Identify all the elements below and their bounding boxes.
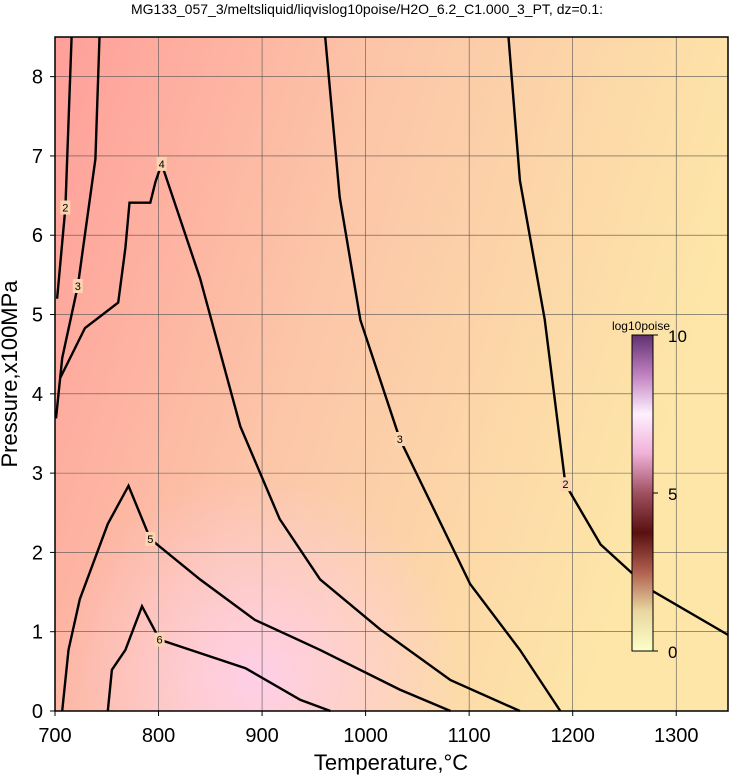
contour-label: 4	[159, 159, 165, 171]
contour-label: 6	[157, 635, 163, 647]
y-tick-label: 4	[32, 384, 43, 406]
contour-label: 2	[62, 202, 68, 214]
contour-label-bg	[60, 200, 71, 215]
contour-label: 3	[397, 434, 403, 446]
contour-label-bg	[394, 432, 405, 447]
colorbar-tick-label: 5	[668, 485, 677, 504]
y-tick-label: 1	[32, 622, 43, 644]
plot-frame	[54, 36, 729, 712]
colorbar-tick-label: 0	[668, 643, 677, 662]
x-axis-label: Temperature,°C	[314, 750, 468, 775]
y-tick-label: 7	[32, 146, 43, 168]
contour-label-bg	[156, 156, 167, 171]
contour-label-bg	[145, 531, 156, 546]
contour-label: 2	[562, 479, 568, 491]
y-tick-label: 3	[32, 463, 43, 485]
colorbar-tick-label: 10	[668, 327, 687, 346]
y-tick-label: 0	[32, 701, 43, 723]
contour-label-bg	[154, 632, 165, 647]
contour-label: 5	[147, 534, 153, 546]
x-tick-label: 1200	[550, 725, 595, 747]
colorbar-label: log10poise	[612, 319, 670, 333]
contour-line	[106, 603, 331, 713]
y-tick-label: 8	[32, 67, 43, 89]
y-tick-label: 5	[32, 305, 43, 327]
x-tick-label: 700	[38, 725, 71, 747]
x-tick-label: 800	[142, 725, 175, 747]
x-tick-label: 900	[245, 725, 278, 747]
x-tick-label: 1100	[448, 725, 491, 747]
plot-highlight	[55, 37, 728, 711]
contour-label-bg	[72, 278, 83, 293]
y-tick-label: 6	[32, 225, 43, 247]
x-tick-label: 1000	[343, 725, 388, 747]
contour-label-bg	[560, 477, 571, 492]
colorbar	[631, 334, 654, 652]
contour-label: 3	[75, 281, 81, 293]
x-tick-label: 1300	[654, 725, 699, 747]
y-axis-label: Pressure,x100MPa	[0, 280, 22, 468]
chart-title: MG133_057_3/meltsliquid/liqvislog10poise…	[131, 1, 603, 17]
y-tick-label: 2	[32, 542, 43, 564]
